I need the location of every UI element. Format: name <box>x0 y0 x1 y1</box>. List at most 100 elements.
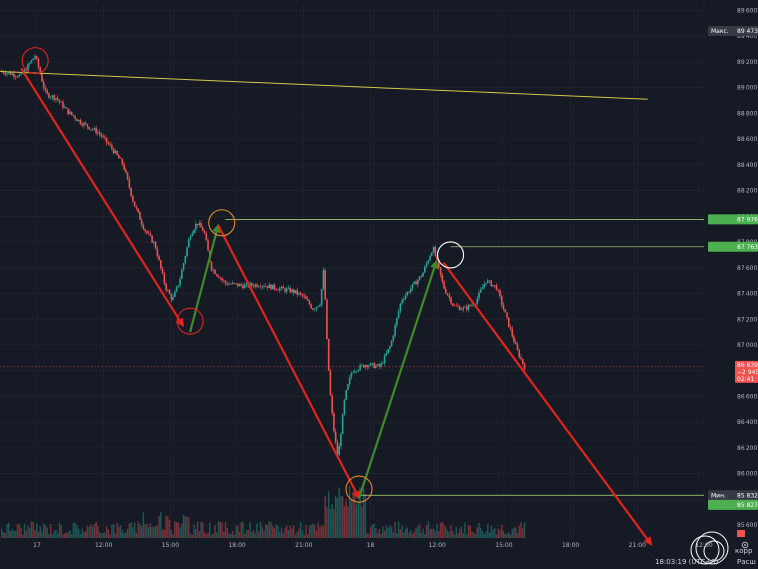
highlight-circle[interactable] <box>21 47 49 75</box>
trend-arrow[interactable] <box>189 223 221 333</box>
candle-body <box>408 291 410 293</box>
volume-bar <box>483 533 485 538</box>
volume-bar <box>404 528 407 538</box>
volume-bar <box>453 534 456 538</box>
price-tick-label: 88 800 <box>737 110 757 117</box>
highlight-circle[interactable] <box>345 475 373 503</box>
candle-body <box>125 169 127 173</box>
volume-bar <box>284 528 286 538</box>
trend-arrow[interactable] <box>20 67 184 328</box>
candle-body <box>149 233 152 236</box>
candle-body <box>518 350 521 358</box>
max-price-tag-bg <box>708 26 758 36</box>
volume-bar <box>149 522 152 538</box>
candle-body <box>243 284 246 289</box>
volume-bar <box>389 525 391 538</box>
candle-body <box>303 295 305 297</box>
candle-body <box>174 291 176 298</box>
volume-bar <box>513 527 515 538</box>
target-circle[interactable] <box>690 535 720 565</box>
candle-body <box>390 340 393 347</box>
last-price-tag-line: −2 945 <box>737 369 758 376</box>
candle-body <box>465 306 468 310</box>
status-text-1[interactable]: Расш <box>737 558 756 566</box>
candle-body <box>310 304 312 309</box>
volume-bar <box>189 533 192 538</box>
gear-icon[interactable] <box>741 541 749 549</box>
volume-bar <box>287 529 290 538</box>
highlight-circle[interactable] <box>208 209 236 237</box>
time-tick-label: 12:00 <box>95 542 112 549</box>
candle-body <box>205 233 208 241</box>
candle-body <box>104 136 106 138</box>
candle-body <box>41 74 43 82</box>
candle-body <box>361 364 363 366</box>
volume-bar <box>16 524 19 538</box>
candle-body <box>238 284 241 287</box>
target-circle[interactable] <box>695 531 729 565</box>
volume-bar <box>151 526 153 538</box>
candle-body <box>198 222 201 226</box>
target-circle[interactable] <box>703 540 725 562</box>
volume-bar <box>478 523 480 538</box>
volume-bar <box>235 526 237 538</box>
candle-body <box>116 150 118 156</box>
volume-bar <box>27 525 29 538</box>
candle-body <box>462 307 465 310</box>
candle-body <box>35 56 38 59</box>
candle-body <box>469 304 472 306</box>
candle-body <box>448 295 451 298</box>
volume-bar <box>193 524 195 538</box>
max-price-tag[interactable]: Макс. 89 473 <box>708 26 758 36</box>
volume-bar <box>37 531 40 538</box>
volume-bar <box>355 504 358 538</box>
volume-bar <box>221 522 223 538</box>
trend-arrow[interactable] <box>442 261 653 546</box>
volume-bar <box>273 528 276 538</box>
volume-bar <box>244 533 246 538</box>
candle-body <box>516 344 519 351</box>
level-tag-1[interactable]: 87 976 <box>708 214 758 225</box>
candle-body <box>90 129 92 130</box>
candlestick-series <box>0 54 526 458</box>
time-axis[interactable]: 17 12:00 15:00 18:00 21:00 18 12:00 15:00 18:00 2… <box>33 542 713 549</box>
trendline[interactable] <box>0 71 648 100</box>
candle-body <box>135 206 138 209</box>
candle-body <box>161 268 164 274</box>
candle-body <box>58 99 61 102</box>
volume-bar <box>306 533 309 538</box>
volume-bar <box>319 527 321 538</box>
highlight-circle[interactable] <box>437 241 465 269</box>
level-tag-2[interactable]: 87 763 <box>708 241 758 252</box>
candle-body <box>168 290 171 295</box>
volume-bar <box>275 524 277 538</box>
candle-body <box>222 279 225 281</box>
volume-bar <box>179 527 181 538</box>
trend-arrow[interactable] <box>357 259 439 499</box>
volume-bar <box>415 528 417 538</box>
highlight-circle[interactable] <box>176 307 204 335</box>
volume-bar <box>109 534 111 538</box>
price-tick-label: 88 600 <box>737 136 757 143</box>
candle-body <box>195 224 197 230</box>
volume-bar <box>77 528 80 538</box>
candle-body <box>32 58 35 61</box>
candle-body <box>385 353 388 356</box>
candle-body <box>263 286 265 287</box>
volume-bar <box>383 530 386 538</box>
candle-body <box>210 261 213 271</box>
candle-body <box>266 286 269 288</box>
min-price-tag[interactable]: Мин. 85 832 <box>708 490 758 501</box>
candle-body <box>217 275 220 278</box>
min-level-tag[interactable]: 85 827 <box>708 499 758 510</box>
volume-bar <box>259 521 262 538</box>
candle-body <box>128 179 131 188</box>
trend-arrow[interactable] <box>217 224 361 500</box>
candle-body <box>350 373 353 378</box>
volume-bar <box>182 515 185 538</box>
volume-bar <box>424 534 426 538</box>
candle-body <box>481 287 484 290</box>
